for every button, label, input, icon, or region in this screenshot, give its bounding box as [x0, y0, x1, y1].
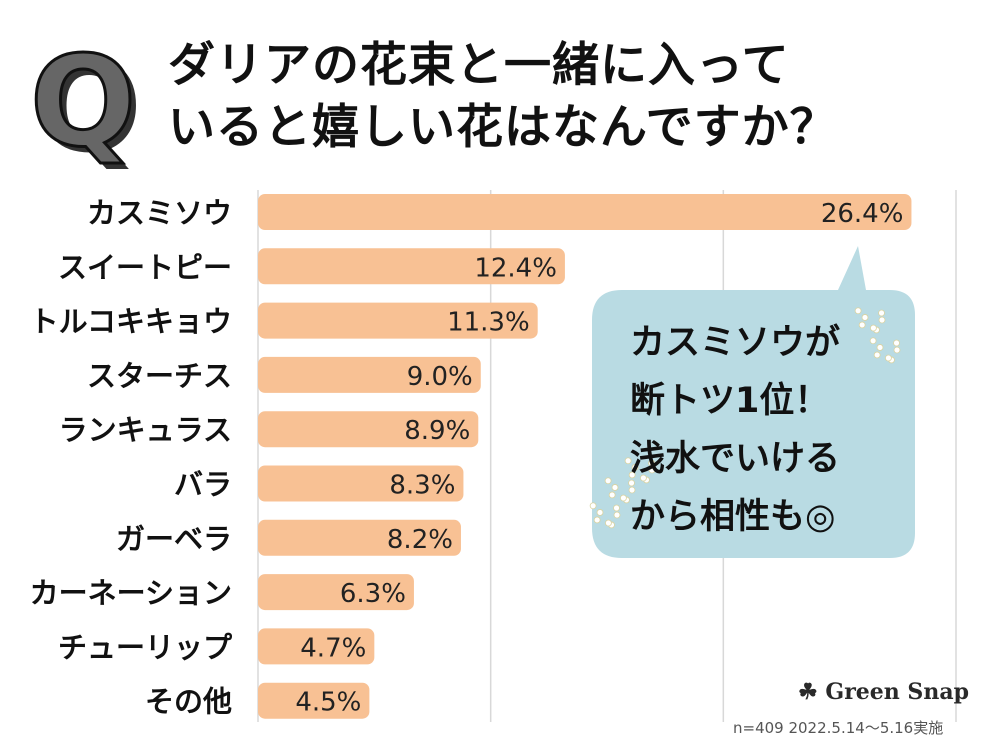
bar — [258, 194, 912, 230]
category-label: カーネーション — [30, 576, 232, 610]
flower-decoration — [869, 337, 877, 345]
flower-decoration — [870, 324, 877, 332]
flower-decoration — [624, 457, 632, 465]
data-label: 11.3% — [447, 308, 530, 338]
flower-decoration — [873, 351, 881, 359]
bar — [258, 302, 538, 339]
flower-decoration — [608, 491, 616, 499]
flower-decoration — [593, 516, 601, 524]
brand-logo: ☘ Green Snap — [798, 678, 969, 706]
clover-icon: ☘ — [798, 679, 818, 705]
bar — [258, 356, 481, 393]
category-label: ガーベラ — [116, 522, 232, 556]
flower-decoration — [858, 321, 866, 329]
flower-decoration — [620, 494, 627, 502]
callout-line-3: 浅水でいける — [630, 439, 841, 479]
flower-decoration — [893, 339, 900, 347]
flower-decoration — [885, 354, 892, 362]
category-label: カスミソウ — [87, 196, 232, 230]
flower-decoration — [604, 477, 612, 485]
bar — [258, 628, 375, 665]
bar — [258, 574, 414, 611]
data-label: 6.3% — [340, 579, 406, 609]
callout-line-1: カスミソウが — [630, 323, 841, 363]
survey-note: n=409 2022.5.14〜5.16実施 — [733, 719, 944, 737]
flower-decoration — [648, 459, 655, 467]
flower-decoration — [854, 307, 862, 315]
flower-decoration — [611, 484, 619, 491]
data-label: 12.4% — [474, 253, 557, 283]
flower-decoration — [605, 519, 612, 527]
flower-decoration — [628, 486, 636, 494]
category-label: バラ — [174, 468, 232, 502]
flower-decoration — [648, 466, 656, 474]
q-logo-icon: Q — [29, 29, 138, 177]
data-label: 8.2% — [387, 525, 453, 555]
bar — [258, 248, 565, 285]
flower-decoration — [631, 464, 639, 471]
data-label: 4.7% — [300, 633, 366, 663]
bar — [258, 519, 461, 556]
flower-decoration — [861, 314, 869, 321]
title-line-2: いると嬉しい花はなんですか？ — [168, 100, 838, 155]
flower-decoration — [589, 502, 597, 510]
flower-decoration — [640, 474, 647, 482]
bar — [258, 465, 464, 502]
brand-name: Green Snap — [825, 679, 969, 705]
category-label: スイートピー — [58, 250, 232, 284]
flower-decoration — [596, 509, 604, 516]
flower-decoration — [876, 344, 884, 351]
callout-line-4: から相性も◎ — [630, 497, 836, 537]
flower-decoration — [613, 504, 620, 512]
callout-line-2: 断トツ1位！ — [630, 381, 830, 421]
bar — [258, 682, 370, 719]
data-label: 4.5% — [295, 688, 361, 718]
flower-decoration — [628, 479, 635, 487]
category-label: トルコキキョウ — [30, 305, 232, 339]
flower-decoration — [628, 471, 636, 479]
data-label: 9.0% — [407, 362, 473, 392]
data-label: 26.4% — [821, 199, 904, 229]
flower-decoration — [613, 511, 621, 519]
flower-decoration — [878, 316, 886, 324]
title-line-1: ダリアの花束と一緒に入って — [168, 38, 790, 93]
category-label: ランキュラス — [59, 413, 232, 447]
flower-decoration — [878, 309, 885, 317]
bar — [258, 411, 479, 448]
category-label: スターチス — [87, 359, 232, 393]
data-label: 8.9% — [404, 416, 470, 446]
category-label: その他 — [145, 685, 232, 719]
category-label: チューリップ — [58, 630, 233, 664]
flower-decoration — [893, 346, 901, 354]
callout-bubble — [592, 246, 915, 558]
data-label: 8.3% — [389, 471, 455, 501]
